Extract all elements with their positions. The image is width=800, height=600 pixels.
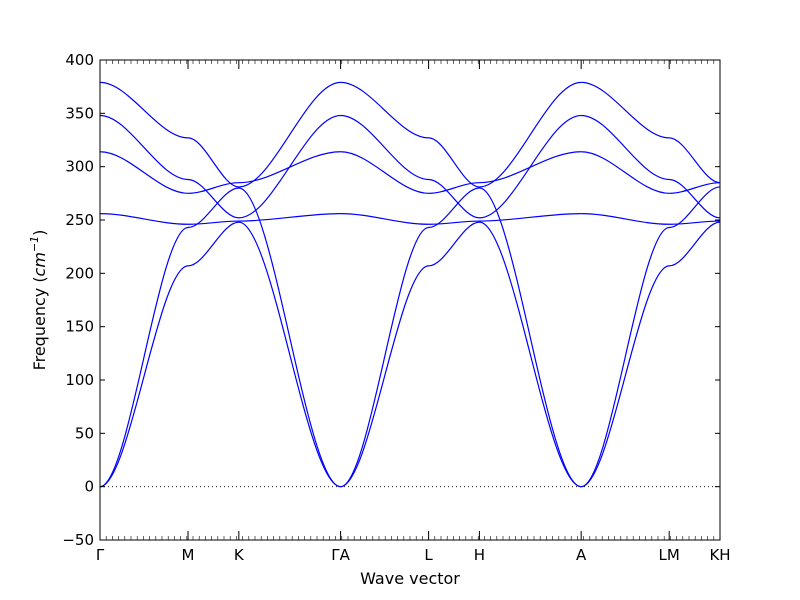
tick-labels: −50 0 50 100 150 200 250 300 350 400 Γ M K ΓA L H A LM KH xyxy=(62,51,730,564)
y-tick-label: 300 xyxy=(65,158,94,176)
y-axis-label: Frequency (cm−1) xyxy=(28,230,49,371)
band-line-11 xyxy=(340,114,582,219)
band-line-18 xyxy=(581,81,720,184)
y-tick-label: 350 xyxy=(65,104,94,122)
band-line-5 xyxy=(100,114,341,219)
band-line-12 xyxy=(340,81,582,188)
band-line-8 xyxy=(340,187,582,488)
x-tick-label: M xyxy=(182,546,195,564)
y-tick-label: −50 xyxy=(62,531,94,549)
y-axis-label-unit: cm xyxy=(30,252,49,276)
band-line-14 xyxy=(580,186,720,488)
y-tick-label: 200 xyxy=(65,264,94,282)
band-line-6 xyxy=(100,81,341,188)
plot-area xyxy=(100,81,720,488)
y-tick-label: 0 xyxy=(84,478,94,496)
y-axis-label-exponent: −1 xyxy=(28,236,41,252)
y-tick-label: 100 xyxy=(65,371,94,389)
band-line-16 xyxy=(581,151,720,194)
x-tick-label: H xyxy=(474,546,485,564)
band-line-15 xyxy=(581,213,720,225)
x-tick-label: A xyxy=(576,546,587,564)
y-tick-label: 150 xyxy=(65,318,94,336)
y-tick-label: 250 xyxy=(65,211,94,229)
band-line-3 xyxy=(100,213,341,225)
band-line-10 xyxy=(340,151,582,194)
x-tick-label: KH xyxy=(709,546,730,564)
y-tick-label: 50 xyxy=(75,424,94,442)
band-line-4 xyxy=(100,151,341,194)
x-tick-label: Γ xyxy=(96,546,105,564)
y-axis-label-suffix: ) xyxy=(30,230,49,236)
x-tick-label: ΓA xyxy=(331,546,350,564)
band-line-13 xyxy=(581,221,720,488)
band-line-1 xyxy=(100,221,341,488)
x-tick-label: LM xyxy=(659,546,680,564)
y-tick-label: 400 xyxy=(65,51,94,69)
band-line-17 xyxy=(581,114,720,219)
y-axis-label-prefix: Frequency ( xyxy=(30,276,49,370)
band-line-7 xyxy=(340,221,582,488)
band-line-9 xyxy=(340,213,582,225)
x-tick-label: K xyxy=(234,546,245,564)
x-tick-label: L xyxy=(424,546,433,564)
band-line-2 xyxy=(100,187,341,488)
plot-frame xyxy=(99,59,721,541)
x-axis-label: Wave vector xyxy=(360,569,460,588)
